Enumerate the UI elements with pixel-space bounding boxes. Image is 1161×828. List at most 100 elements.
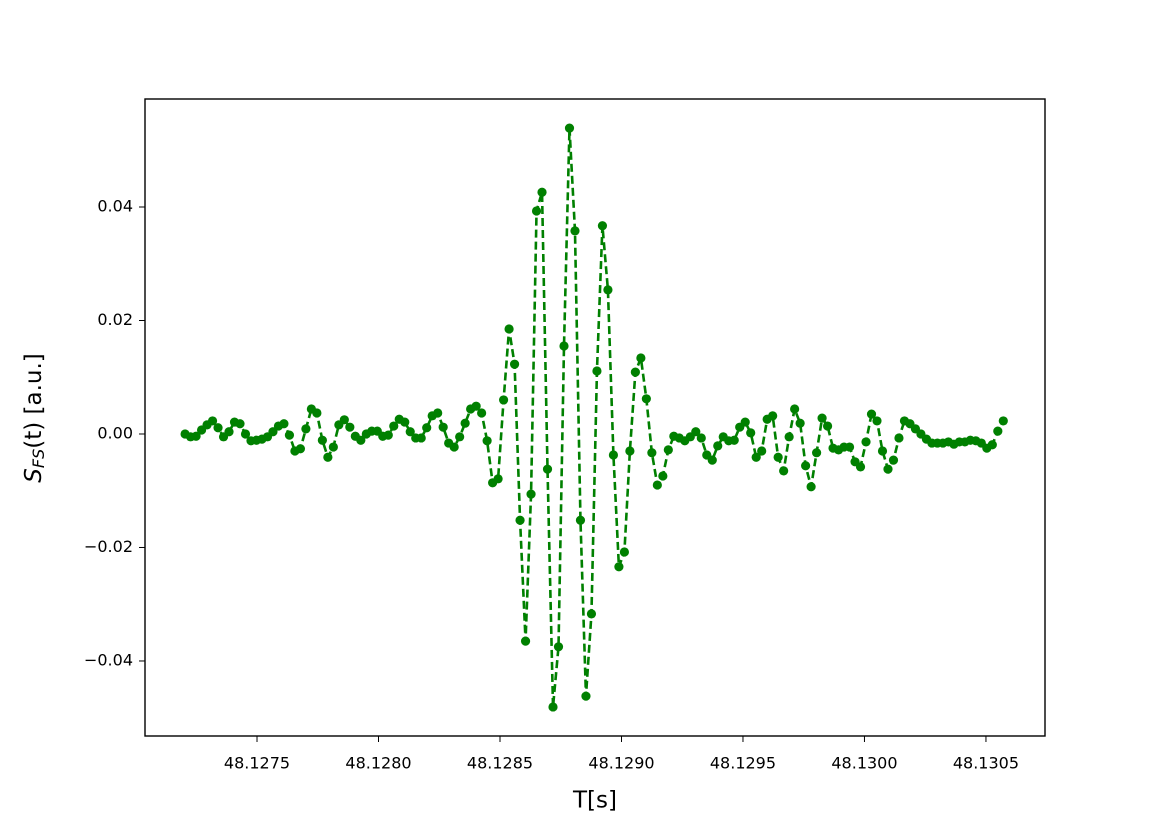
data-point	[389, 421, 399, 431]
data-point	[520, 636, 531, 646]
data-point	[773, 452, 783, 462]
data-point	[987, 440, 997, 450]
data-point	[268, 427, 278, 437]
data-point	[493, 474, 503, 484]
data-point	[790, 404, 800, 414]
data-point	[531, 206, 542, 216]
data-point	[806, 482, 816, 492]
data-point	[482, 436, 492, 446]
data-point	[564, 123, 575, 133]
data-point	[438, 422, 448, 432]
data-point	[597, 221, 608, 231]
data-point	[515, 515, 525, 525]
data-point	[548, 702, 558, 712]
x-tick-label: 48.1280	[345, 754, 411, 773]
data-point	[323, 452, 333, 462]
data-point	[822, 421, 833, 431]
data-point	[883, 464, 893, 474]
data-point	[542, 464, 553, 474]
data-point	[801, 461, 811, 471]
data-point	[608, 450, 619, 460]
data-point	[647, 448, 657, 458]
data-point	[240, 429, 251, 439]
y-axis-label: SFS(t) [a.u.]	[21, 353, 48, 482]
data-point	[619, 547, 630, 557]
y-tick-label: 0.02	[97, 310, 133, 329]
data-point	[757, 446, 767, 456]
data-point	[817, 413, 827, 423]
data-point	[191, 431, 201, 441]
data-point	[855, 462, 866, 472]
data-point	[416, 433, 426, 443]
data-point	[696, 433, 706, 443]
data-point	[504, 324, 514, 334]
data-point	[625, 446, 635, 456]
data-point	[570, 226, 580, 236]
data-point	[553, 642, 564, 652]
data-point	[301, 424, 311, 434]
data-line	[184, 128, 1005, 708]
data-point	[641, 394, 651, 404]
data-point	[894, 433, 904, 443]
data-point	[455, 432, 465, 442]
y-tick-label: −0.02	[84, 537, 133, 556]
data-point	[328, 442, 338, 452]
data-point	[509, 359, 520, 369]
data-point	[751, 452, 761, 462]
data-point	[400, 417, 410, 427]
data-point	[339, 415, 349, 425]
data-point	[768, 411, 778, 421]
data-point	[235, 419, 245, 429]
plot-frame	[144, 98, 1046, 737]
data-point	[433, 408, 443, 418]
data-point	[603, 285, 613, 295]
data-point	[592, 366, 602, 376]
data-point	[356, 435, 366, 445]
x-tick-label: 48.1305	[953, 754, 1019, 773]
y-tick-label: 0.00	[97, 423, 133, 442]
data-point	[740, 417, 750, 427]
x-tick-label: 48.1300	[831, 754, 897, 773]
data-point	[993, 426, 1003, 436]
data-point	[559, 341, 569, 351]
y-label-symbol: S	[21, 468, 47, 483]
data-point	[866, 409, 877, 419]
data-point	[422, 423, 432, 433]
data-point	[526, 489, 536, 499]
data-point	[317, 435, 327, 445]
data-point	[295, 444, 306, 454]
data-point	[998, 416, 1008, 426]
data-point	[586, 609, 597, 619]
data-point	[477, 408, 487, 418]
data-point	[691, 427, 701, 437]
data-point	[630, 367, 640, 377]
y-label-rest: (t) [a.u.]	[21, 353, 47, 449]
data-point	[312, 408, 322, 418]
x-axis-label: T[s]	[572, 788, 617, 814]
data-point	[658, 471, 668, 481]
data-point	[345, 422, 355, 432]
data-point	[460, 418, 470, 428]
data-point	[707, 455, 717, 465]
data-point	[844, 442, 855, 452]
y-label-subscript: FS	[29, 449, 48, 468]
data-point	[614, 562, 624, 572]
x-tick-label: 48.1290	[588, 754, 654, 773]
data-point	[811, 448, 822, 458]
x-tick-label: 48.1285	[467, 754, 533, 773]
data-point	[405, 427, 415, 437]
y-tick-label: −0.04	[84, 650, 133, 669]
data-point	[713, 441, 723, 451]
data-point	[872, 416, 882, 426]
data-point	[213, 423, 223, 433]
data-point	[784, 432, 794, 442]
data-point	[284, 430, 295, 440]
data-point	[652, 480, 662, 490]
data-point	[471, 401, 481, 411]
data-point	[663, 445, 673, 455]
data-point	[449, 442, 459, 452]
data-point	[581, 691, 591, 701]
data-point	[279, 419, 289, 429]
data-point	[729, 435, 739, 445]
